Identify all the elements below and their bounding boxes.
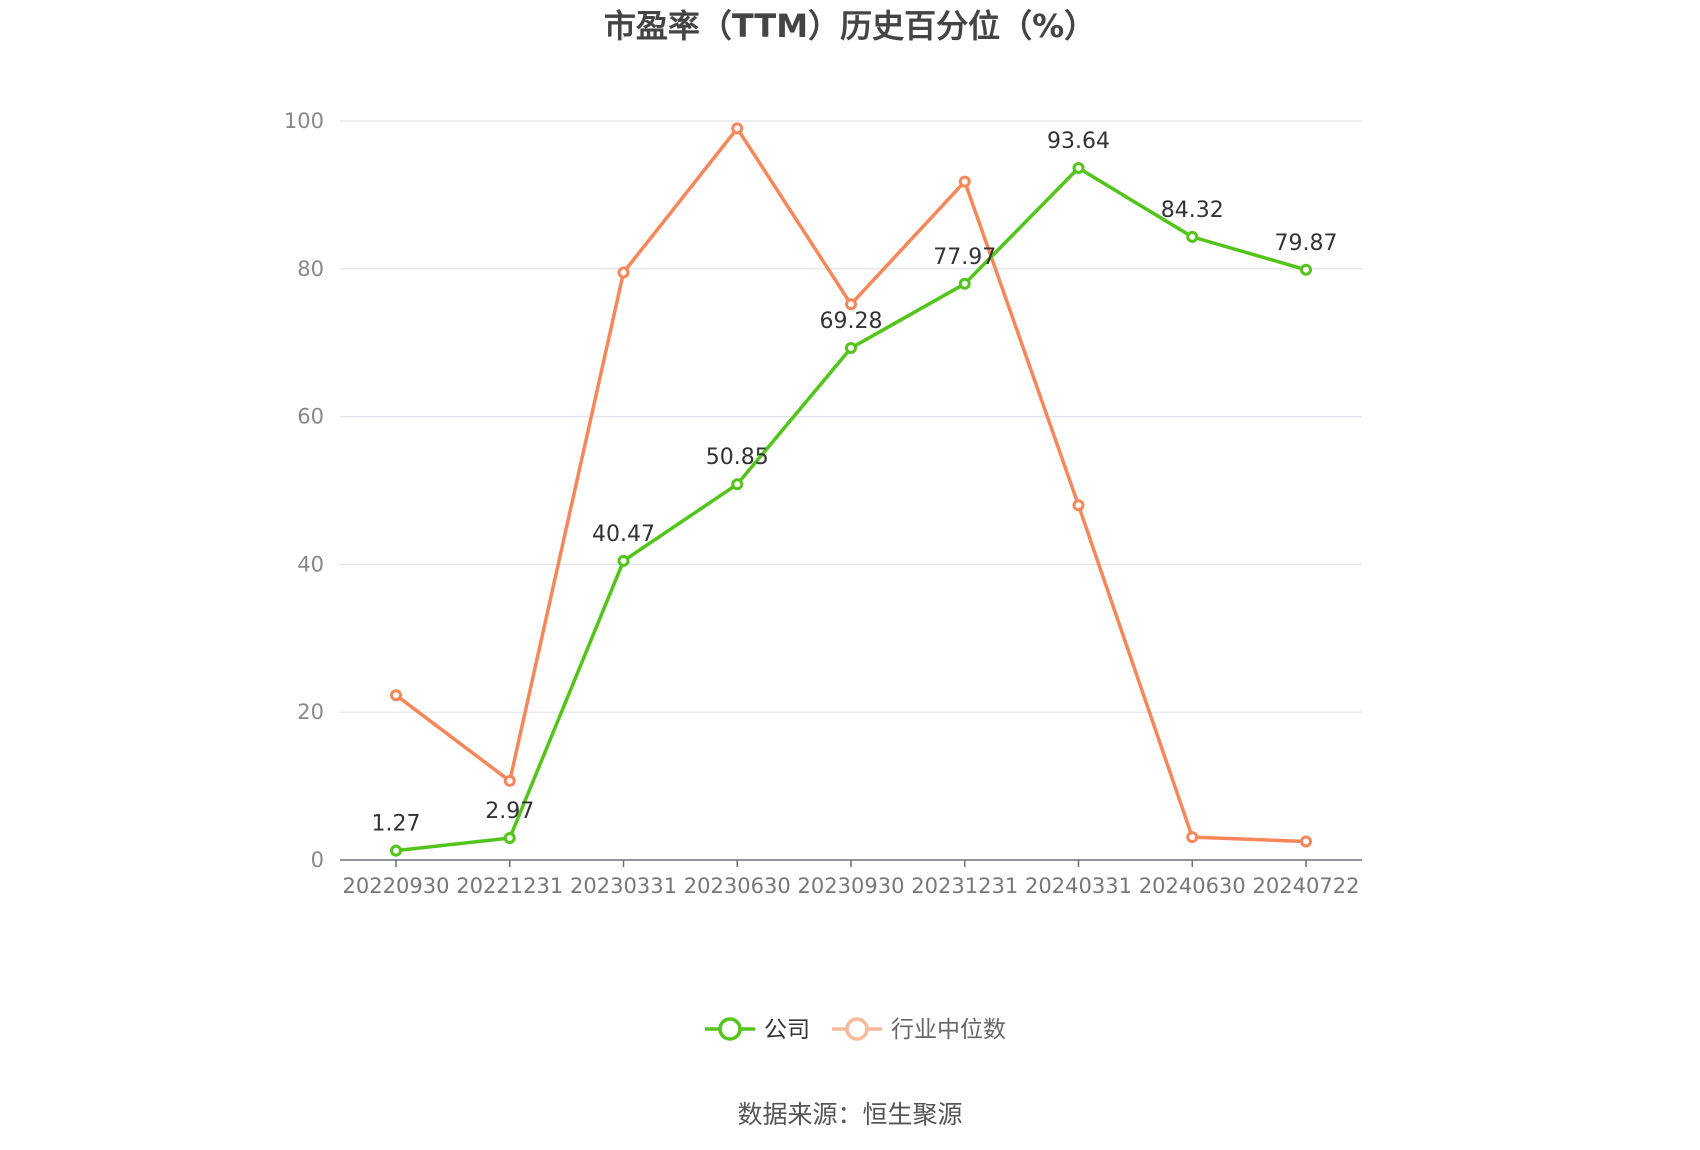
data-label: 79.87 — [1275, 231, 1338, 256]
legend-item-1[interactable]: 行业中位数 — [832, 1017, 1006, 1043]
x-tick-label: 20230930 — [798, 874, 905, 898]
legend-label: 公司 — [764, 1017, 810, 1043]
data-point — [390, 844, 402, 857]
data-point — [1186, 230, 1199, 243]
x-tick-label: 20230630 — [684, 874, 791, 898]
legend-circle-icon — [845, 1017, 869, 1041]
x-tick-label: 20221231 — [456, 874, 563, 898]
y-tick-label: 100 — [284, 109, 324, 133]
series-line-1 — [394, 126, 1307, 844]
x-tick-label: 20240331 — [1025, 874, 1132, 898]
data-point — [617, 266, 630, 279]
data-label: 50.85 — [706, 445, 769, 470]
data-label: 2.97 — [485, 799, 534, 824]
y-tick-label: 60 — [297, 405, 324, 429]
data-label: 69.28 — [820, 309, 883, 334]
x-tick-label: 20240722 — [1253, 874, 1360, 898]
data-label: 93.64 — [1047, 129, 1110, 154]
x-tick-label: 20240630 — [1139, 874, 1246, 898]
data-label: 1.27 — [372, 812, 421, 837]
data-point — [1300, 835, 1312, 848]
data-label: 77.97 — [933, 245, 996, 270]
grid-lines — [340, 120, 1362, 713]
legend: 公司 行业中位数 — [705, 1017, 1006, 1043]
data-point — [845, 298, 857, 311]
data-point — [731, 122, 744, 135]
data-point — [1300, 263, 1312, 276]
legend-label: 行业中位数 — [891, 1017, 1006, 1043]
data-label: 40.47 — [592, 522, 655, 547]
data-point — [503, 774, 516, 787]
y-tick-label: 80 — [297, 257, 324, 281]
x-tick-label: 20230331 — [570, 874, 677, 898]
legend-circle-icon — [718, 1017, 742, 1041]
data-point — [845, 342, 857, 355]
y-tick-label: 0 — [311, 848, 324, 872]
series-line-0 — [395, 166, 1307, 853]
data-labels: 1.27 2.97 40.47 50.85 69.28 77.97 93.64 84.32 79… — [372, 129, 1338, 837]
data-point — [503, 832, 516, 845]
x-axis: 20220930 20221231 20230331 20230630 20230930… — [340, 859, 1362, 898]
y-axis: 0 20 40 60 80 100 — [284, 109, 324, 872]
data-point — [1072, 162, 1085, 175]
data-point — [617, 554, 630, 567]
data-label: 84.32 — [1161, 198, 1224, 223]
data-point — [1072, 499, 1085, 512]
data-point — [958, 277, 971, 290]
data-point — [731, 478, 744, 491]
legend-item-0[interactable]: 公司 — [705, 1017, 810, 1043]
x-tick-label: 20220930 — [343, 874, 450, 898]
y-tick-label: 20 — [297, 700, 324, 724]
data-point — [390, 689, 402, 702]
series-lines — [390, 122, 1312, 857]
y-tick-label: 40 — [297, 552, 324, 576]
data-point — [958, 175, 971, 188]
chart-title: 市盈率（TTM）历史百分位（%） — [603, 7, 1097, 45]
x-tick-label: 20231231 — [911, 874, 1018, 898]
data-source-note: 数据来源：恒生聚源 — [737, 1100, 963, 1129]
data-point — [1186, 831, 1199, 844]
